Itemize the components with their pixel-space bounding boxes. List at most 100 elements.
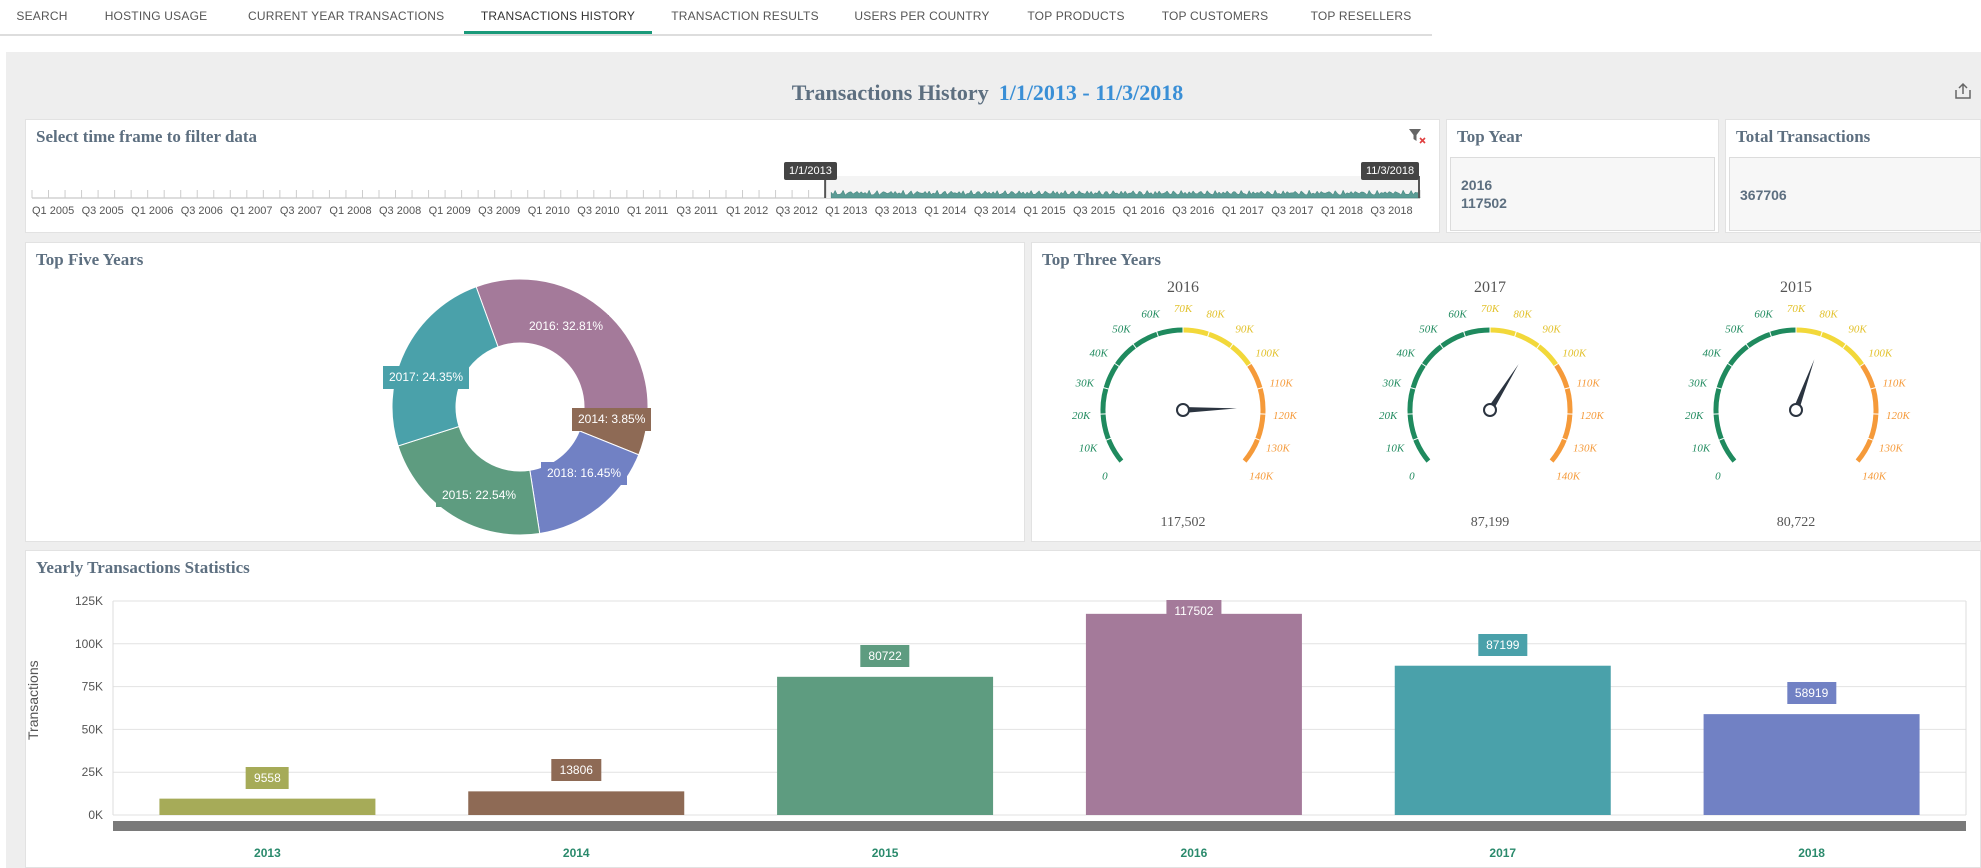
gauge-tick: [1548, 459, 1554, 464]
gauge-tick: [1561, 437, 1568, 441]
gauge-needle-hub: [1789, 403, 1803, 417]
donut-label-2014: 2014: 3.85%: [572, 408, 652, 431]
gauge-tick-label: 90K: [1848, 324, 1867, 336]
timeline-axis-label: Q1 2017: [1221, 205, 1264, 217]
gauge-tick-label: 70K: [1787, 303, 1806, 315]
gauge-tick-label: 10K: [1386, 442, 1405, 454]
tab-current-year-transactions[interactable]: CURRENT YEAR TRANSACTIONS: [248, 9, 445, 23]
timeline-axis-label: Q1 2012: [726, 205, 769, 217]
gauge-tick: [1745, 343, 1750, 349]
gauge-tick-label: 40K: [1090, 348, 1109, 360]
timeline-selected-range: [825, 176, 1420, 198]
gauge-tick-label: 140K: [1249, 471, 1274, 483]
x-tick-label: 2018: [1798, 846, 1825, 860]
gauge-tick: [1514, 331, 1517, 338]
timeline-start-handle[interactable]: 1/1/2013: [784, 162, 837, 180]
gauge-tick: [1412, 437, 1419, 441]
timeline-chart[interactable]: [31, 176, 1421, 204]
gauge-band-low: [1713, 327, 1797, 464]
tab-top-products[interactable]: TOP PRODUCTS: [1027, 9, 1125, 23]
gauge-tick-label: 20K: [1379, 410, 1398, 422]
clear-filter-icon[interactable]: [1408, 127, 1426, 145]
top-year-year: 2016: [1461, 177, 1493, 193]
x-tick-label: 2014: [562, 846, 590, 860]
gauge-needle-hub: [1176, 403, 1190, 417]
gauge-tick-label: 50K: [1112, 324, 1131, 336]
timeline-axis-label: Q1 2013: [825, 205, 868, 217]
top-year-box: [1450, 157, 1715, 231]
gauge-tick: [1867, 437, 1874, 441]
timeline-axis-label: Q3 2015: [1073, 205, 1116, 217]
tab-transactions-history[interactable]: TRANSACTIONS HISTORY: [464, 0, 652, 34]
gauge-tick-label: 0: [1715, 471, 1721, 483]
gauge-tick-label: 120K: [1580, 410, 1605, 422]
gauge-band-low: [1100, 327, 1184, 464]
timeline-end-handle[interactable]: 11/3/2018: [1361, 162, 1420, 180]
bar-value-label: 117502: [1166, 600, 1222, 622]
timeline-axis-label: Q3 2014: [973, 205, 1017, 217]
x-tick-label: 2015: [871, 846, 899, 860]
gauge-tick: [1820, 331, 1823, 338]
top-five-years-title: Top Five Years: [36, 250, 144, 269]
gauge-needle: [1182, 407, 1237, 413]
donut-label-2016: 2016: 32.81%: [523, 315, 610, 338]
gauge-tick: [1409, 387, 1417, 390]
timeline-axis-label: Q3 2013: [874, 205, 917, 217]
gauge-tick: [1732, 459, 1738, 464]
tab-hosting-usage[interactable]: HOSTING USAGE: [104, 9, 208, 23]
gauge-tick: [1463, 331, 1466, 338]
top-three-years-panel: Top Three Years: [1031, 242, 1981, 542]
gauge-tick: [1718, 437, 1725, 441]
gauge-tick: [1727, 362, 1733, 368]
top-navigation: SEARCH HOSTING USAGE CURRENT YEAR TRANSA…: [0, 0, 1432, 36]
gauge-tick: [1207, 331, 1210, 338]
gauge-tick-label: 90K: [1235, 324, 1254, 336]
donut-label-2018: 2018: 16.45%: [541, 462, 628, 485]
gauge-tick-label: 80K: [1819, 308, 1838, 320]
timeline-axis-label: Q1 2007: [230, 205, 273, 217]
gauge-tick-label: 10K: [1692, 442, 1711, 454]
gauge-value-2: 87,199: [1470, 515, 1510, 530]
gauge-band-mid: [1795, 327, 1865, 367]
bar-value-label: 58919: [1786, 682, 1837, 705]
timeline-axis-label: Q1 2015: [1023, 205, 1066, 217]
gauge-tick-label: 90K: [1542, 324, 1561, 336]
tab-users-per-country[interactable]: USERS PER COUNTRY: [854, 9, 990, 23]
gauge-tick: [1769, 331, 1772, 338]
tab-top-resellers[interactable]: TOP RESELLERS: [1310, 9, 1412, 23]
gauge-tick: [1102, 387, 1110, 390]
yearly-statistics-title: Yearly Transactions Statistics: [36, 558, 250, 577]
timeline-axis-label: Q1 2010: [527, 205, 570, 217]
top-year-title: Top Year: [1457, 127, 1523, 146]
page-title: Transactions History 1/1/2013 - 11/3/2018: [0, 80, 1975, 106]
gauge-tick-label: 100K: [1868, 348, 1893, 360]
gauge-tick: [1426, 459, 1432, 464]
gauge-band-mid: [1182, 327, 1252, 367]
gauge-tick: [1553, 362, 1559, 368]
bar-value-label: 87199: [1478, 633, 1528, 656]
export-icon[interactable]: [1954, 82, 1972, 100]
gauge-tick-label: 80K: [1206, 308, 1225, 320]
gauge-tick: [1241, 459, 1247, 464]
gauge-tick: [1229, 343, 1234, 349]
gauge-tick-label: 20K: [1072, 410, 1091, 422]
gauge-value-1: 117,502: [1160, 515, 1206, 530]
timeline-axis-label: Q1 2018: [1320, 205, 1364, 217]
gauge-tick: [1119, 459, 1125, 464]
timeline-axis-label: Q3 2006: [180, 205, 223, 217]
tab-search[interactable]: SEARCH: [16, 9, 68, 23]
tab-transaction-results[interactable]: TRANSACTION RESULTS: [671, 9, 819, 23]
gauge-value-3: 80,722: [1776, 515, 1816, 530]
gauge-tick-label: 30K: [1075, 377, 1095, 389]
gauge-tick-label: 30K: [1688, 377, 1708, 389]
gauge-tick-label: 110K: [1883, 377, 1907, 389]
gauge-tick-label: 130K: [1879, 442, 1904, 454]
donut-slice-2015: [397, 425, 541, 536]
tab-top-customers[interactable]: TOP CUSTOMERS: [1161, 9, 1269, 23]
timeline-axis-label: Q3 2012: [775, 205, 818, 217]
gauge-tick-label: 140K: [1556, 471, 1581, 483]
top-three-years-title: Top Three Years: [1042, 250, 1162, 269]
gauge-tick-label: 110K: [1577, 377, 1601, 389]
